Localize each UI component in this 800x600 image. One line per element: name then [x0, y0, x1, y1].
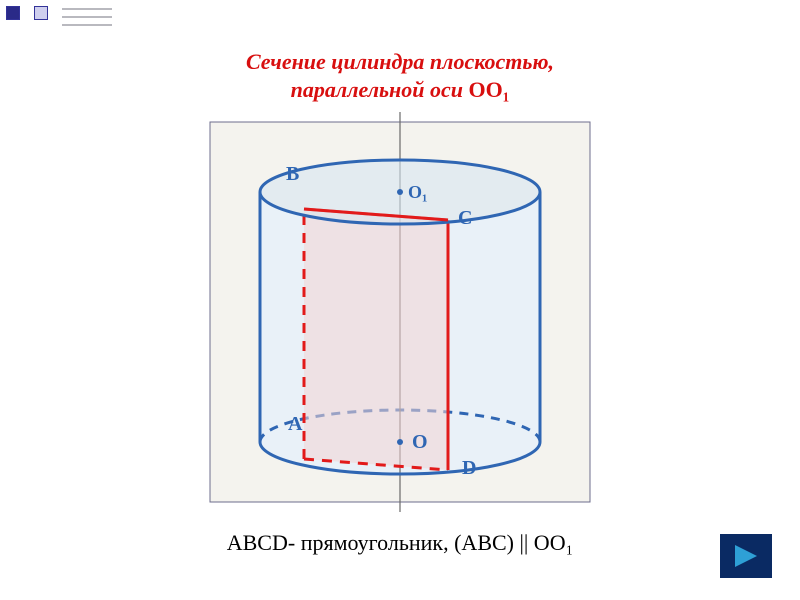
play-icon — [731, 543, 761, 569]
title-line1: Сечение цилиндра плоскостью, — [0, 48, 800, 76]
label-C: С — [458, 207, 472, 229]
title-line2: параллельной оси ОО₁ — [0, 76, 800, 104]
figure-container: В О₁ С A О D — [200, 112, 600, 512]
label-O1: О₁ — [408, 182, 427, 202]
caption: АВСD- прямоугольник, (АВС) || ОО₁ — [0, 530, 800, 556]
label-O: О — [412, 431, 428, 453]
slide: Сечение цилиндра плоскостью, параллельно… — [0, 0, 800, 600]
label-D: D — [462, 457, 476, 479]
decor-square-dark — [6, 6, 20, 20]
label-B: В — [286, 163, 299, 185]
slide-title: Сечение цилиндра плоскостью, параллельно… — [0, 48, 800, 103]
title-axis-label: ОО₁ — [469, 77, 510, 102]
next-button[interactable] — [720, 534, 772, 578]
corner-decoration — [6, 6, 112, 32]
label-A: A — [288, 413, 303, 435]
cylinder-section-diagram: В О₁ С A О D — [200, 112, 600, 512]
decor-bars — [62, 8, 112, 32]
decor-square-light — [34, 6, 48, 20]
